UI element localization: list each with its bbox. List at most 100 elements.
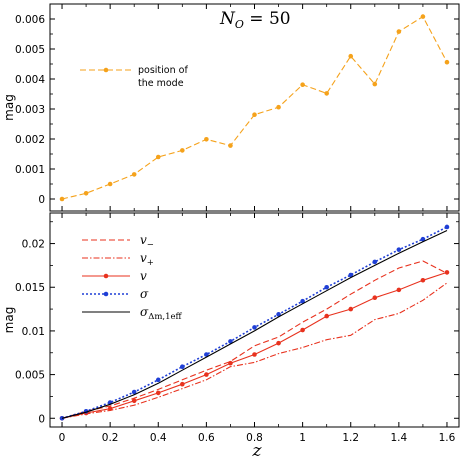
data-point — [180, 381, 185, 387]
legend-label-sub: − — [147, 240, 154, 250]
data-point — [348, 53, 354, 59]
y-tick-label: 0.005 — [15, 44, 45, 56]
data-point — [228, 339, 233, 344]
data-point — [324, 313, 329, 319]
data-point — [252, 325, 257, 330]
x-tick-label: 0.4 — [150, 432, 167, 444]
data-point — [300, 327, 305, 333]
legend-label: v — [140, 269, 147, 283]
data-point — [276, 104, 281, 110]
y-axis-title: mag — [2, 94, 16, 121]
series-line-3 — [61, 226, 448, 420]
data-point — [276, 340, 281, 346]
y-tick-label: 0.003 — [15, 104, 45, 116]
legend-label-main: σ — [140, 305, 149, 319]
data-point — [180, 148, 185, 153]
legend-label-main: v — [140, 233, 147, 247]
y-tick-label: 0.004 — [15, 74, 45, 86]
plot-frame — [49, 3, 460, 212]
legend-label-sub: + — [147, 258, 154, 268]
legend-label: σ — [140, 287, 149, 301]
data-point — [444, 270, 450, 275]
legend-label: σΔm,1eff — [140, 305, 183, 322]
x-axis-title: z — [252, 441, 263, 461]
data-point — [300, 298, 305, 304]
x-tick-label: 1 — [299, 432, 306, 444]
data-point — [348, 306, 354, 312]
panel-title-rest: = 50 — [244, 9, 291, 29]
bottom-panel: 0 0.2 0.4 0.6 0.8 1 1.2 1.4 1.6 0 0.005 0.01 0.015 0.… — [2, 212, 460, 444]
data-point — [228, 143, 233, 148]
y-tick-label: 0.002 — [15, 134, 45, 146]
data-point — [324, 91, 329, 96]
y-tick-label: 0.02 — [22, 239, 45, 251]
legend-label: v− — [140, 233, 154, 250]
legend-marker — [103, 291, 109, 297]
data-point — [228, 360, 233, 366]
data-point — [107, 181, 113, 187]
series-line-1 — [61, 282, 448, 419]
data-point — [444, 224, 450, 230]
y-tick-label: 0 — [38, 194, 45, 206]
data-point — [420, 14, 426, 19]
data-point — [131, 398, 137, 404]
data-point — [348, 272, 354, 278]
y-tick-label: 0 — [38, 413, 45, 425]
y-axis-title: mag — [2, 307, 16, 334]
data-point — [276, 312, 281, 317]
legend-label-sub: Δm,1eff — [148, 312, 182, 322]
y-tick-label: 0.006 — [15, 14, 45, 26]
series-line-0 — [61, 260, 448, 419]
panel-title: NO = 50 — [219, 9, 291, 31]
data-point — [396, 287, 402, 293]
data-point — [372, 81, 378, 87]
data-point — [204, 352, 209, 357]
data-point — [204, 372, 209, 377]
data-point — [372, 259, 378, 265]
top-panel: 0 0.001 0.002 0.003 0.004 0.005 0.006 mag positi… — [2, 3, 460, 212]
data-point — [107, 406, 113, 411]
y-tick-label: 0.001 — [15, 164, 45, 176]
data-point — [204, 137, 209, 142]
data-point — [59, 196, 65, 202]
legend-marker — [103, 273, 109, 279]
x-tick-label: 0.8 — [246, 432, 263, 444]
plot-frame — [49, 212, 460, 428]
data-point — [252, 352, 257, 357]
data-point — [324, 284, 329, 290]
data-point — [396, 29, 402, 34]
data-point — [420, 236, 426, 242]
legend-label: v+ — [140, 251, 154, 268]
legend-marker — [103, 67, 109, 73]
data-point — [131, 172, 137, 177]
legend-label-main: v — [140, 269, 147, 283]
data-point — [372, 295, 378, 301]
y-tick-label: 0.01 — [22, 326, 45, 338]
y-tick-label: 0.015 — [15, 282, 45, 294]
x-tick-label: 0 — [59, 432, 66, 444]
data-point — [155, 377, 161, 383]
data-point — [444, 59, 450, 65]
x-tick-label: 1.6 — [439, 432, 456, 444]
data-point — [155, 390, 161, 396]
series-line-4 — [61, 230, 448, 419]
legend-label-main: σ — [140, 287, 149, 301]
series-line-0 — [61, 15, 448, 200]
x-tick-label: 1.2 — [342, 432, 359, 444]
data-point — [252, 112, 257, 117]
x-tick-label: 1.4 — [391, 432, 408, 444]
legend-label-main: v — [140, 251, 147, 265]
data-point — [180, 364, 185, 370]
panel-title-main: N — [219, 9, 236, 29]
data-point — [131, 389, 137, 395]
data-point — [83, 191, 89, 196]
x-tick-label: 0.2 — [102, 432, 119, 444]
y-tick-label: 0.005 — [15, 370, 45, 382]
legend-label: the mode — [138, 78, 184, 89]
x-tick-label: 0.6 — [198, 432, 215, 444]
panel-title-sub: O — [235, 18, 244, 31]
data-point — [155, 154, 161, 160]
data-point — [420, 277, 426, 283]
data-point — [300, 82, 305, 87]
